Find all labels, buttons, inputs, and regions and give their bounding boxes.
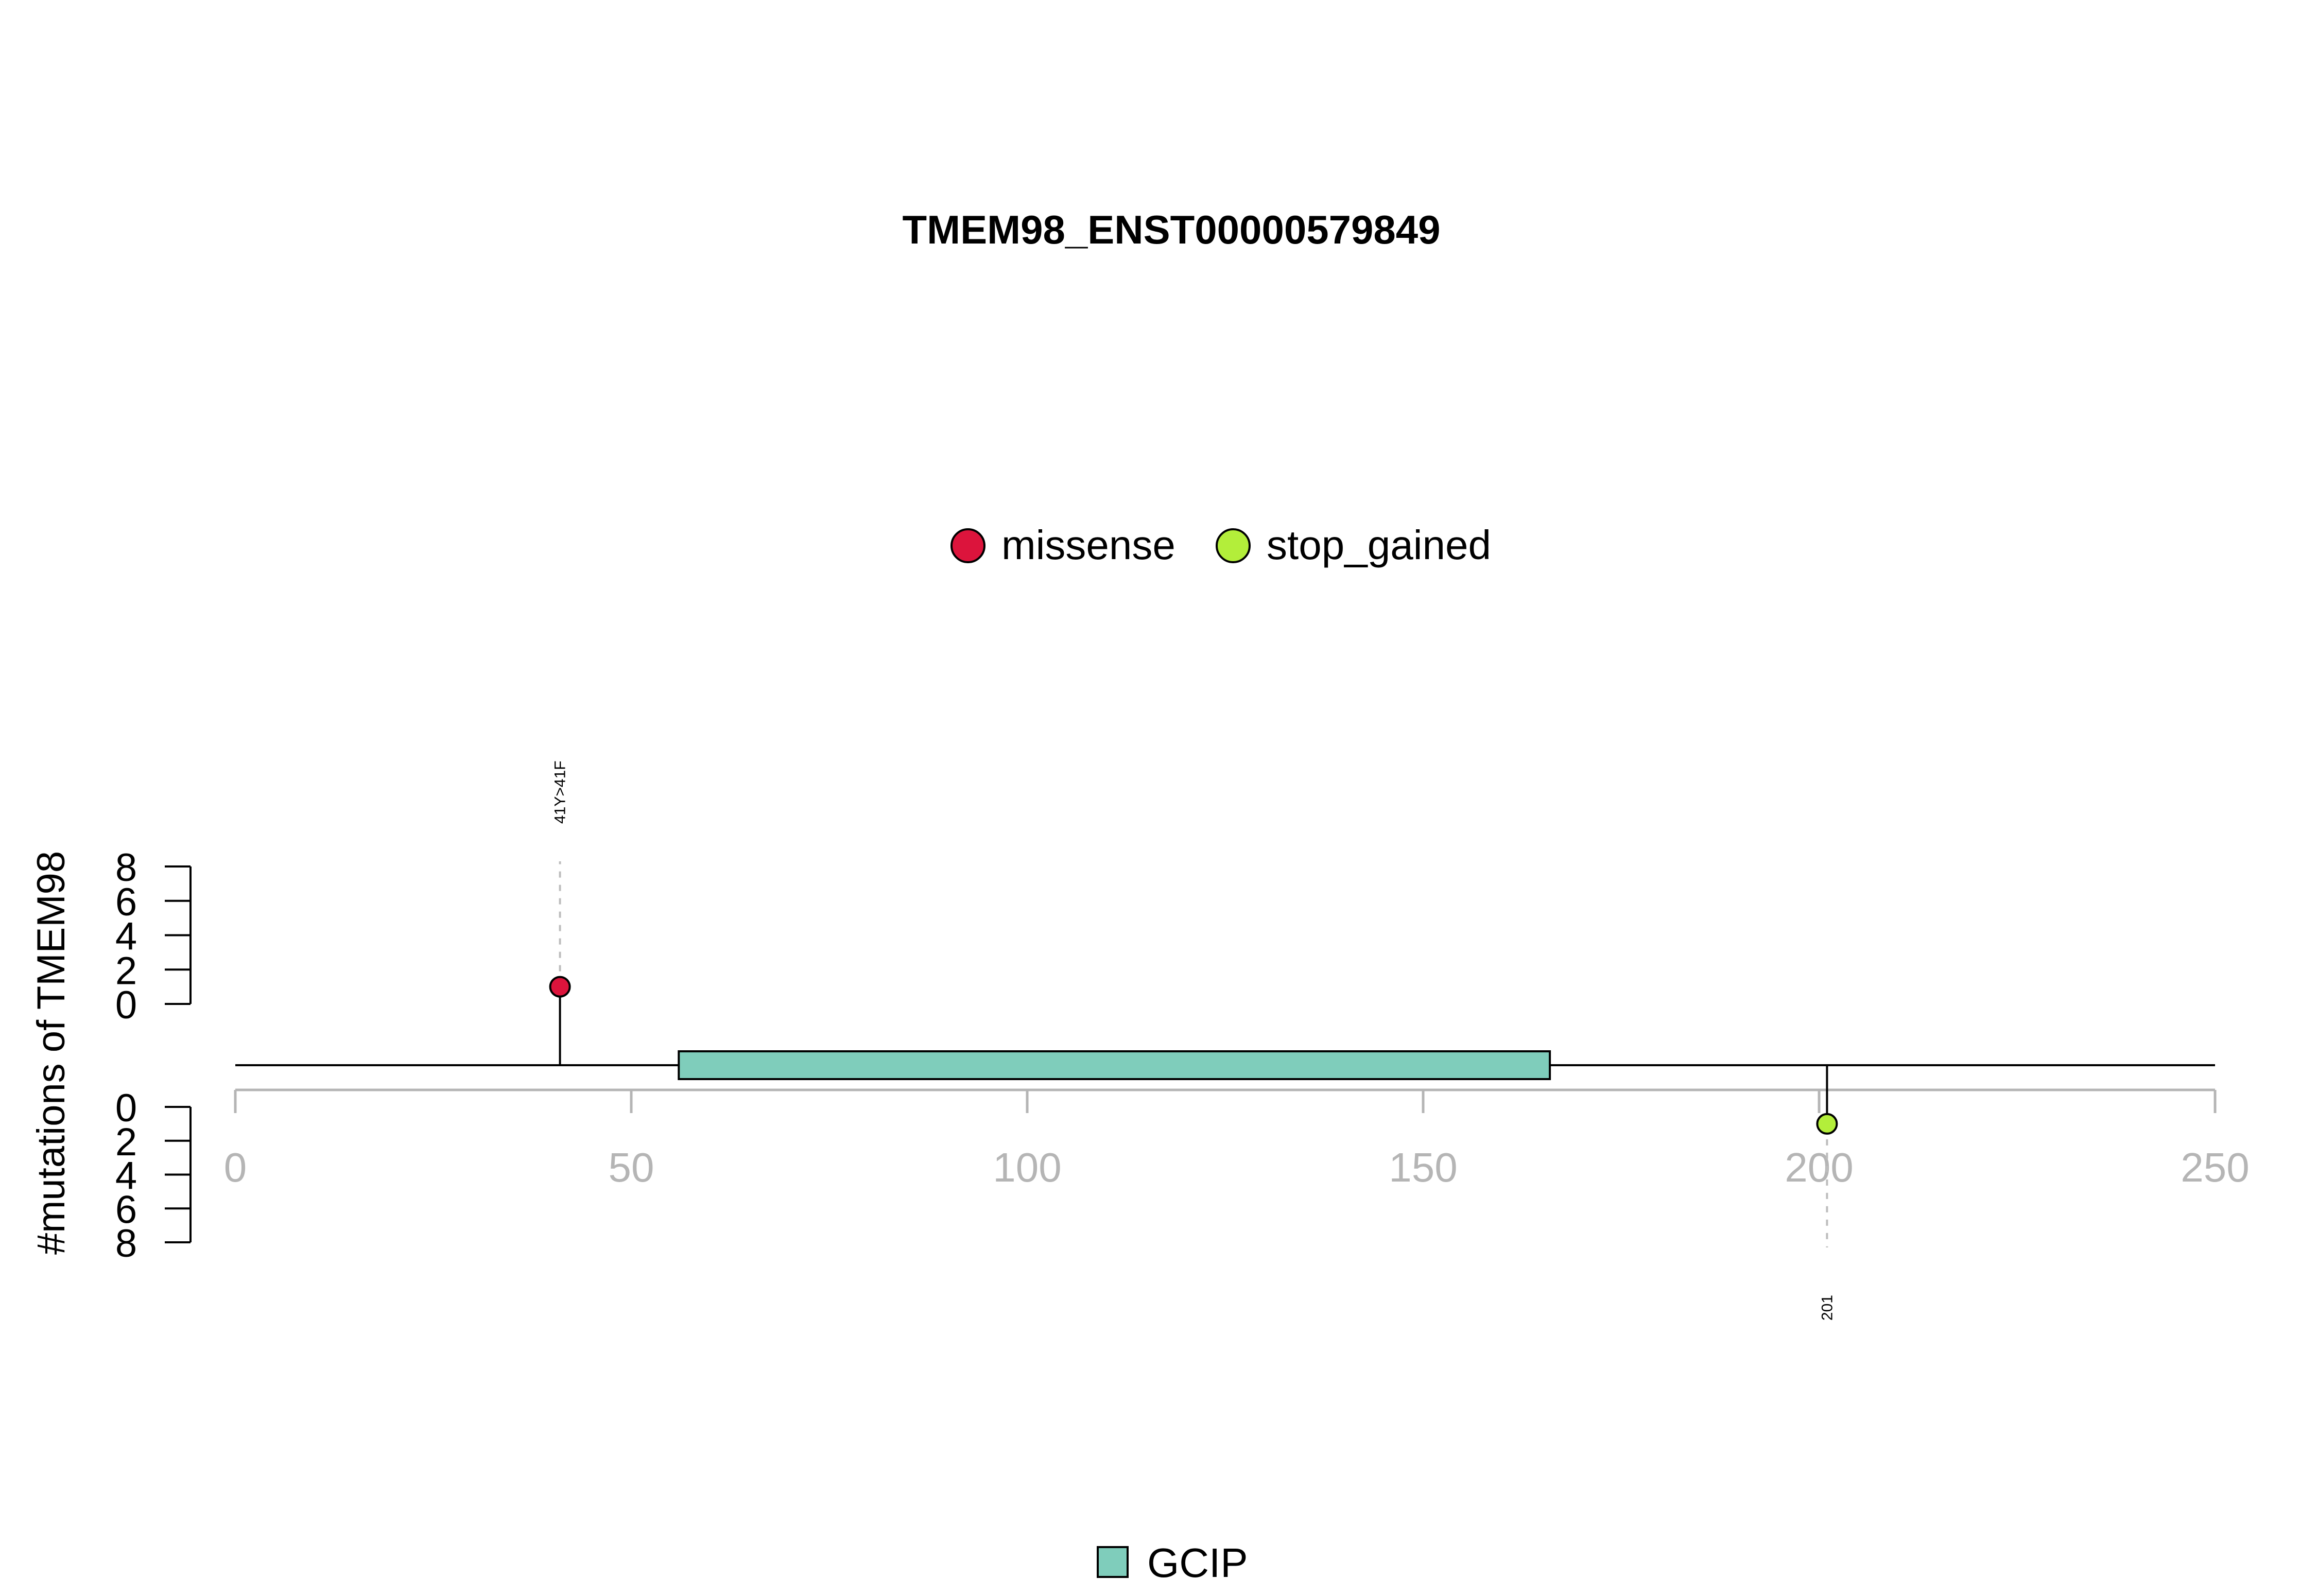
legend-label-stop_gained: stop_gained bbox=[1267, 522, 1491, 568]
x-tick-label: 50 bbox=[609, 1144, 654, 1190]
top-y-tick-label: 8 bbox=[115, 846, 137, 890]
x-axis: 0 50 100 150 200 250 bbox=[224, 1088, 2250, 1190]
bottom-y-tick-label: 0 bbox=[115, 1086, 137, 1130]
bottom-y-tick-label: 2 bbox=[115, 1120, 137, 1164]
legend-label-GCIP: GCIP bbox=[1147, 1540, 1248, 1586]
chart-title: TMEM98_ENST00000579849 bbox=[903, 207, 1441, 252]
bottom-y-tick-label: 4 bbox=[115, 1154, 137, 1198]
x-tick-label: 100 bbox=[993, 1144, 1061, 1190]
mutation-point bbox=[1816, 1113, 1838, 1135]
legend-marker-stop_gained bbox=[1216, 528, 1251, 563]
bottom-y-tick-label: 6 bbox=[115, 1188, 137, 1231]
legend-top: missense stop_gained bbox=[950, 522, 1491, 568]
legend-swatch-GCIP bbox=[1097, 1546, 1129, 1578]
domain-GCIP bbox=[678, 1050, 1551, 1080]
top-y-tick-label: 4 bbox=[115, 915, 137, 959]
mutations: 41Y>41F 201 bbox=[549, 760, 1838, 1321]
x-tick-label: 150 bbox=[1389, 1144, 1457, 1190]
x-tick-label: 200 bbox=[1785, 1144, 1853, 1190]
mutation-label: 201 bbox=[1819, 1295, 1836, 1321]
y-axis-label: #mutations of TMEM98 bbox=[29, 851, 73, 1255]
legend-label-missense: missense bbox=[1001, 522, 1175, 568]
domains bbox=[678, 1050, 1551, 1080]
legend-marker-missense bbox=[950, 528, 985, 563]
top-y-tick-label: 0 bbox=[115, 983, 137, 1027]
mutation-point bbox=[549, 976, 571, 998]
x-tick-label: 250 bbox=[2181, 1144, 2249, 1190]
top-y-tick-label: 6 bbox=[115, 880, 137, 924]
x-tick-label: 0 bbox=[224, 1144, 247, 1190]
legend-bottom: GCIP bbox=[1097, 1540, 1248, 1586]
bottom-y-tick-label: 8 bbox=[115, 1222, 137, 1265]
top-y-tick-label: 2 bbox=[115, 949, 137, 993]
mutation-label: 41Y>41F bbox=[552, 760, 569, 824]
